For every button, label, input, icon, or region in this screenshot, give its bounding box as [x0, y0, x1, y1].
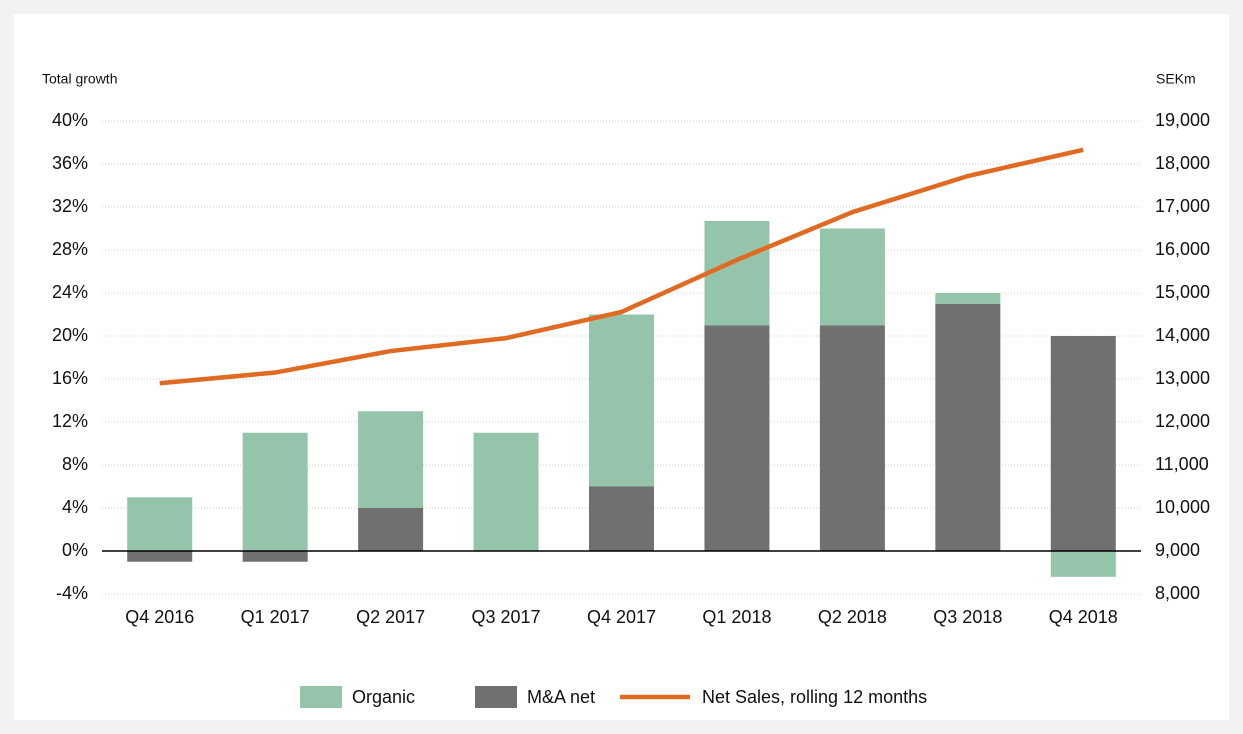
x-tick-label: Q4 2018 — [1049, 607, 1118, 627]
bar — [819, 228, 885, 326]
x-tick-label: Q1 2018 — [702, 607, 771, 627]
y-axis-label: Total growth — [42, 71, 117, 87]
x-tick-label: Q3 2018 — [933, 607, 1002, 627]
x-tick-label: Q2 2017 — [356, 607, 425, 627]
y2-tick-label: 18,000 — [1155, 153, 1210, 173]
legend-swatch — [475, 686, 517, 708]
y-tick-label: 0% — [62, 540, 88, 560]
legend-label: Net Sales, rolling 12 months — [702, 687, 927, 707]
y-tick-label: 28% — [52, 239, 88, 259]
y-tick-label: 16% — [52, 368, 88, 388]
y-tick-label: -4% — [56, 583, 88, 603]
bar — [127, 551, 193, 562]
y-tick-label: 20% — [52, 325, 88, 345]
bar — [473, 432, 539, 551]
x-tick-label: Q4 2016 — [125, 607, 194, 627]
bar — [358, 411, 424, 508]
y2-tick-label: 12,000 — [1155, 411, 1210, 431]
bar — [935, 303, 1001, 551]
bar — [819, 325, 885, 551]
y2-tick-label: 10,000 — [1155, 497, 1210, 517]
y-tick-label: 32% — [52, 196, 88, 216]
bar — [589, 314, 654, 487]
x-tick-label: Q4 2017 — [587, 607, 656, 627]
y2-tick-label: 13,000 — [1155, 368, 1210, 388]
bar — [589, 486, 654, 551]
y2-tick-label: 19,000 — [1155, 110, 1210, 130]
y2-tick-label: 17,000 — [1155, 196, 1210, 216]
legend-label: M&A net — [527, 687, 595, 707]
legend-label: Organic — [352, 687, 415, 707]
y2-axis-label: SEKm — [1156, 71, 1196, 87]
x-tick-label: Q1 2017 — [241, 607, 310, 627]
y2-tick-label: 11,000 — [1155, 454, 1209, 474]
bar — [704, 220, 770, 326]
y2-tick-label: 16,000 — [1155, 239, 1210, 259]
y2-tick-label: 15,000 — [1155, 282, 1210, 302]
y2-tick-label: 9,000 — [1155, 540, 1200, 560]
bar — [935, 293, 1001, 304]
bar — [1050, 336, 1116, 551]
bar — [1050, 551, 1116, 577]
bar — [127, 497, 193, 551]
y2-tick-label: 14,000 — [1155, 325, 1210, 345]
y-tick-label: 12% — [52, 411, 88, 431]
y-tick-label: 8% — [62, 454, 88, 474]
y-tick-label: 24% — [52, 282, 88, 302]
legend-swatch — [300, 686, 342, 708]
y-tick-label: 4% — [62, 497, 88, 517]
bar — [358, 508, 424, 551]
bar — [704, 325, 770, 551]
x-tick-label: Q3 2017 — [472, 607, 541, 627]
bar — [242, 551, 308, 562]
line — [159, 147, 1084, 386]
bar — [242, 432, 308, 551]
y-tick-label: 40% — [52, 110, 88, 130]
y2-tick-label: 8,000 — [1155, 583, 1200, 603]
y-tick-label: 36% — [52, 153, 88, 173]
x-tick-label: Q2 2018 — [818, 607, 887, 627]
